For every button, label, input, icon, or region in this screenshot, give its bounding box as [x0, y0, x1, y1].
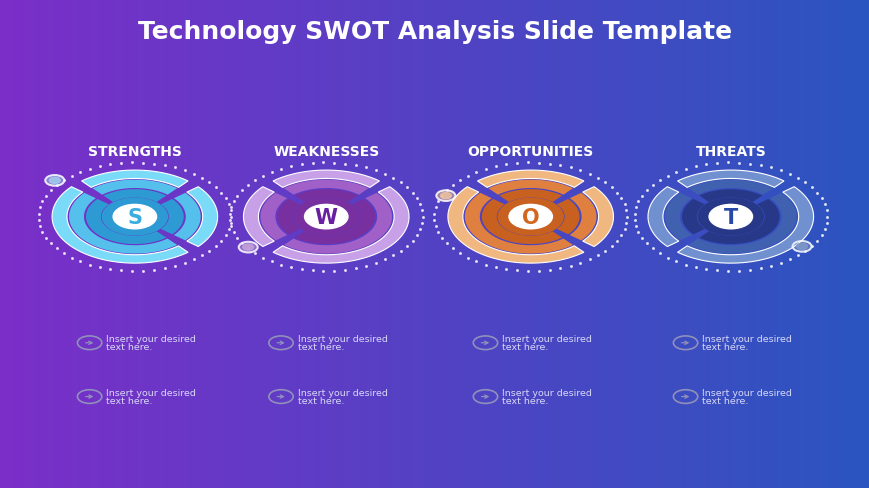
Circle shape [294, 199, 358, 235]
Polygon shape [677, 187, 813, 264]
Text: W: W [315, 207, 337, 227]
Text: THREATS: THREATS [694, 145, 766, 159]
Circle shape [796, 244, 806, 250]
Circle shape [103, 199, 167, 235]
Text: text here.: text here. [297, 396, 343, 405]
Circle shape [708, 205, 752, 229]
Circle shape [440, 193, 451, 199]
Text: Insert your desired: Insert your desired [297, 388, 387, 397]
Text: text here.: text here. [701, 396, 747, 405]
Polygon shape [174, 193, 201, 241]
Polygon shape [477, 171, 583, 188]
Text: O: O [521, 207, 539, 227]
Circle shape [498, 199, 562, 235]
Polygon shape [569, 193, 596, 241]
Circle shape [698, 199, 762, 235]
Text: S: S [127, 207, 143, 227]
Circle shape [436, 191, 454, 202]
Polygon shape [295, 190, 357, 203]
Polygon shape [488, 180, 573, 195]
Text: STRENGTHS: STRENGTHS [88, 145, 182, 159]
Circle shape [304, 205, 348, 229]
Text: Insert your desired: Insert your desired [501, 388, 591, 397]
Text: OPPORTUNITIES: OPPORTUNITIES [467, 145, 594, 159]
Text: text here.: text here. [297, 343, 343, 351]
Polygon shape [277, 200, 300, 235]
Polygon shape [687, 193, 796, 254]
Text: WEAKNESSES: WEAKNESSES [273, 145, 379, 159]
Polygon shape [664, 193, 691, 241]
Text: text here.: text here. [106, 343, 152, 351]
Text: Insert your desired: Insert your desired [106, 388, 196, 397]
Polygon shape [681, 200, 704, 235]
Polygon shape [499, 190, 561, 203]
Circle shape [50, 178, 60, 184]
Polygon shape [448, 187, 583, 264]
Polygon shape [69, 193, 177, 254]
Polygon shape [464, 193, 573, 254]
Polygon shape [273, 171, 379, 188]
Polygon shape [86, 200, 166, 244]
Polygon shape [103, 190, 166, 203]
Polygon shape [52, 187, 188, 264]
Polygon shape [82, 171, 188, 188]
Text: Insert your desired: Insert your desired [297, 335, 387, 344]
Text: text here.: text here. [106, 396, 152, 405]
Polygon shape [556, 200, 579, 235]
Circle shape [508, 205, 552, 229]
Polygon shape [92, 180, 177, 195]
Polygon shape [187, 187, 217, 247]
Text: Insert your desired: Insert your desired [501, 335, 591, 344]
Polygon shape [283, 193, 392, 254]
Circle shape [45, 176, 64, 186]
Text: T: T [723, 207, 737, 227]
Polygon shape [273, 187, 408, 264]
Polygon shape [243, 187, 274, 247]
Text: Technology SWOT Analysis Slide Template: Technology SWOT Analysis Slide Template [138, 20, 731, 44]
Text: Insert your desired: Insert your desired [106, 335, 196, 344]
Text: Insert your desired: Insert your desired [701, 388, 791, 397]
Polygon shape [295, 200, 375, 244]
Text: text here.: text here. [501, 396, 547, 405]
Polygon shape [699, 190, 761, 203]
Text: text here.: text here. [701, 343, 747, 351]
Polygon shape [582, 187, 613, 247]
Polygon shape [687, 180, 773, 195]
Polygon shape [481, 200, 561, 244]
Polygon shape [161, 200, 183, 235]
Polygon shape [283, 180, 368, 195]
Polygon shape [677, 171, 783, 188]
Circle shape [792, 242, 811, 252]
Polygon shape [260, 193, 287, 241]
Polygon shape [699, 200, 779, 244]
Text: text here.: text here. [501, 343, 547, 351]
Text: Insert your desired: Insert your desired [701, 335, 791, 344]
Circle shape [238, 242, 257, 253]
Polygon shape [647, 187, 678, 247]
Circle shape [113, 205, 156, 229]
Circle shape [242, 244, 254, 251]
